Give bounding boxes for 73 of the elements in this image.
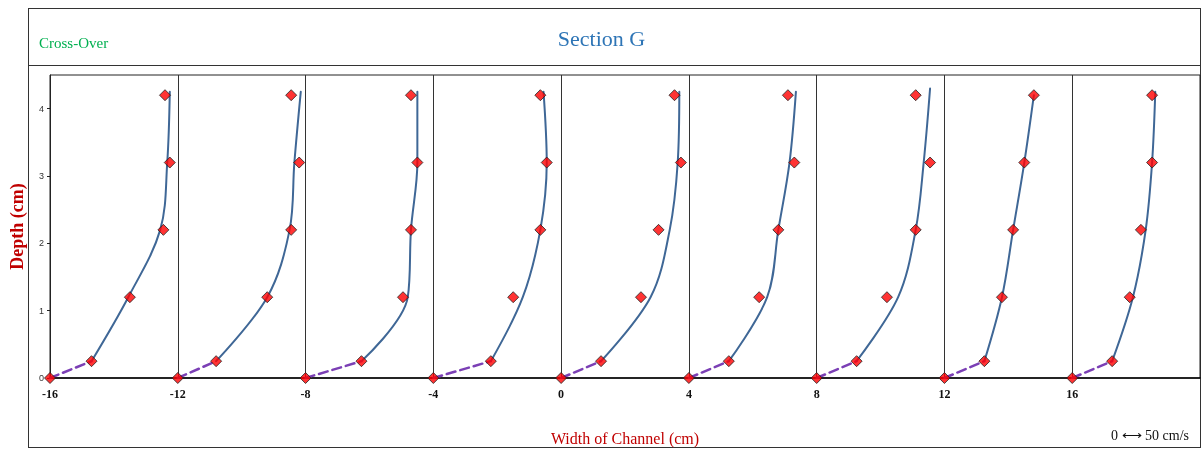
- point: [484, 355, 497, 368]
- point: [995, 291, 1008, 304]
- point: [293, 156, 306, 169]
- point: [1106, 355, 1119, 368]
- point: [285, 223, 298, 236]
- point: [674, 156, 687, 169]
- y-tick-label: 2: [38, 238, 44, 249]
- point: [210, 355, 223, 368]
- point: [1066, 372, 1079, 384]
- point: [722, 355, 735, 368]
- point: [810, 372, 823, 384]
- point: [404, 89, 417, 102]
- y-tick-label: 4: [38, 103, 44, 114]
- point: [261, 291, 274, 304]
- point: [1027, 89, 1040, 102]
- point: [285, 89, 298, 102]
- point: [163, 156, 176, 169]
- point: [555, 372, 568, 384]
- point: [595, 355, 608, 368]
- point: [634, 291, 647, 304]
- point: [1007, 223, 1020, 236]
- point: [850, 355, 863, 368]
- point: [781, 89, 794, 102]
- point: [1018, 156, 1031, 169]
- x-tick-label: -8: [300, 387, 311, 401]
- x-tick-label: -12: [169, 387, 186, 401]
- point: [668, 89, 681, 102]
- point: [909, 223, 922, 236]
- y-tick-label: 1: [38, 305, 44, 316]
- point: [534, 89, 547, 102]
- point: [534, 223, 547, 236]
- point: [938, 372, 951, 384]
- x-tick-label: 12: [938, 387, 951, 401]
- point: [404, 223, 417, 236]
- point: [978, 355, 991, 368]
- point: [355, 355, 368, 368]
- y-tick-label: 0: [38, 373, 44, 383]
- point: [1146, 89, 1159, 102]
- y-axis-title: Depth (cm): [7, 183, 28, 270]
- x-tick-label: -4: [428, 387, 439, 401]
- point: [652, 223, 665, 236]
- x-tick-label: 0: [558, 387, 565, 401]
- x-tick-label: 16: [1066, 387, 1079, 401]
- point: [123, 291, 136, 304]
- x-tick-label: 4: [685, 387, 692, 401]
- point: [159, 89, 171, 102]
- point: [299, 372, 312, 384]
- text: 0 ⟷ 50 cm/s: [1111, 427, 1190, 443]
- x-axis-title: Width of Channel (cm): [550, 429, 700, 448]
- point: [682, 372, 695, 384]
- point: [396, 291, 409, 304]
- point: [507, 291, 520, 304]
- point: [788, 156, 801, 169]
- point: [1123, 291, 1136, 304]
- point: [753, 291, 766, 304]
- point: [880, 291, 893, 304]
- point: [909, 89, 922, 102]
- x-tick-label: 8: [813, 387, 820, 401]
- chart-subtitle: Cross-Over: [39, 34, 109, 51]
- point: [1134, 223, 1147, 236]
- point: [171, 372, 184, 384]
- point: [157, 223, 170, 236]
- point: [540, 156, 553, 169]
- x-tick-label: -16: [42, 387, 58, 401]
- point: [924, 156, 937, 169]
- point: [411, 156, 424, 169]
- point: [44, 372, 56, 384]
- y-tick-label: 3: [38, 171, 44, 181]
- point: [772, 223, 785, 236]
- chart-title: Section G: [557, 25, 646, 51]
- point: [1146, 156, 1159, 169]
- point: [427, 372, 440, 384]
- point: [85, 355, 98, 368]
